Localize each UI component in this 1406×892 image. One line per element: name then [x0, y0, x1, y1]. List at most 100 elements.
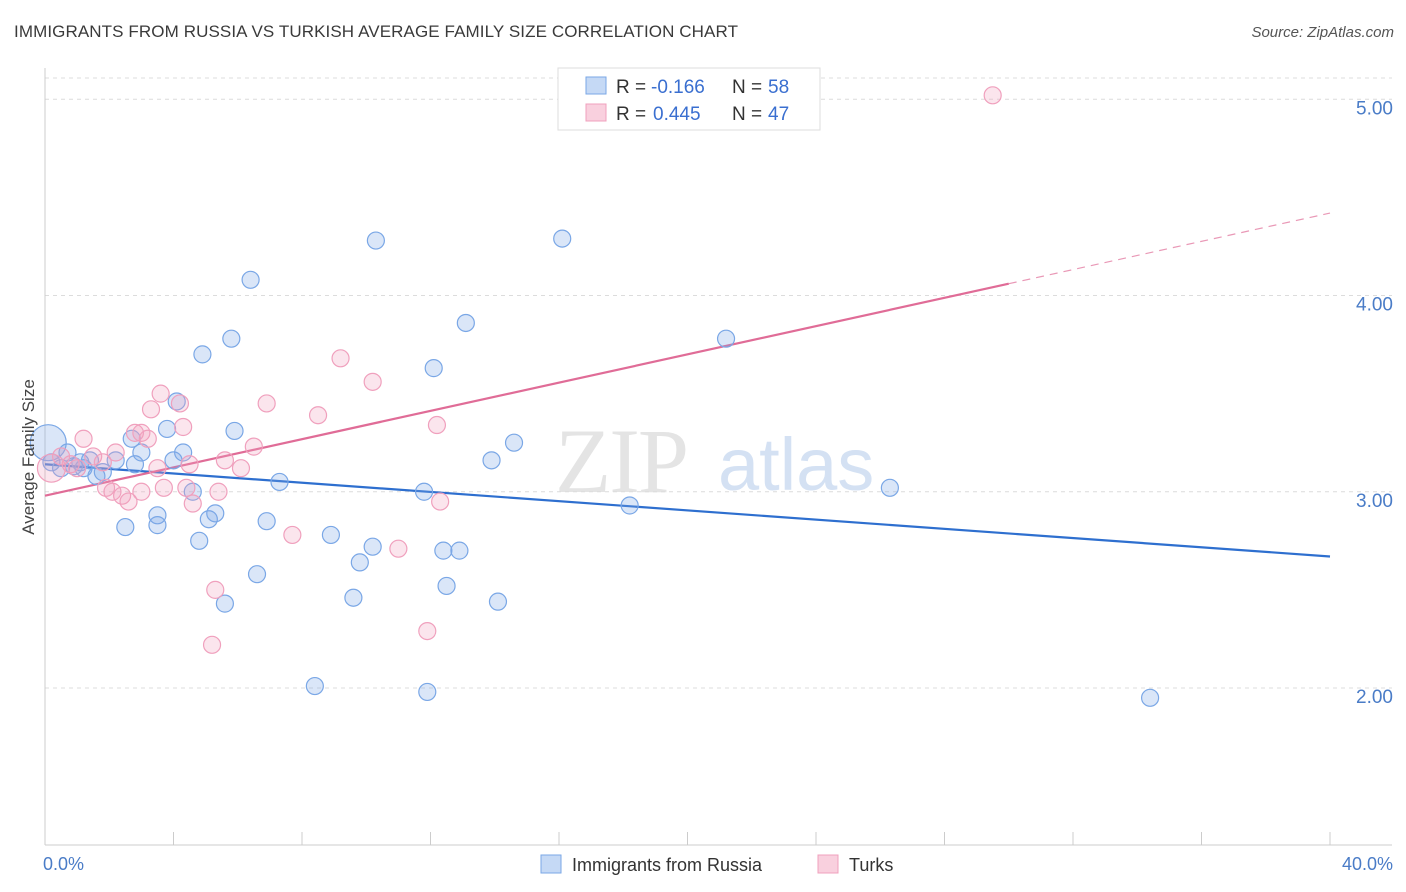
russia-point-26: [215, 594, 234, 613]
russia-point-25: [206, 504, 225, 523]
turks-point-5: [84, 447, 103, 466]
turks-point-4: [74, 429, 93, 448]
russia-point-29: [241, 270, 260, 289]
turks-point-11: [119, 492, 138, 511]
bottom-legend-swatch-turks: [817, 854, 839, 874]
turks-point-3: [68, 459, 87, 478]
russia-point-43: [437, 576, 456, 596]
legend-r-label-1: R =: [616, 77, 646, 98]
russia-point-22: [190, 531, 209, 550]
chart-source: Source: ZipAtlas.com: [1251, 24, 1394, 41]
legend-n-value-1: 58: [768, 77, 789, 98]
russia-point-9: [93, 463, 112, 482]
russia-trend-line: [44, 463, 1331, 558]
russia-point-31: [257, 512, 276, 531]
bottom-legend-label-turks: Turks: [849, 855, 893, 875]
russia-point-37: [363, 537, 382, 556]
russia-point-44: [450, 541, 469, 560]
turks-point-18: [151, 384, 170, 403]
turks-point-24: [183, 494, 202, 513]
turks-point-20: [170, 394, 190, 413]
turks-point-22: [177, 478, 196, 497]
russia-point-53: [1140, 688, 1160, 707]
russia-point-27: [222, 329, 241, 348]
y-tick-label-2: 4.00: [1356, 295, 1393, 316]
russia-point-13: [125, 455, 145, 474]
russia-point-15: [148, 506, 167, 525]
turks-point-21: [174, 417, 193, 437]
turks-trend-line: [44, 282, 1009, 497]
russia-point-30: [247, 565, 267, 584]
turks-point-37: [418, 621, 437, 641]
turks-point-25: [202, 635, 222, 654]
legend-n-value-2: 47: [768, 104, 789, 125]
russia-point-34: [321, 525, 341, 545]
russia-point-19: [167, 392, 186, 411]
turks-point-38: [427, 415, 447, 435]
y-tick-label-0: 2.00: [1356, 687, 1393, 708]
russia-point-23: [193, 345, 212, 364]
turks-point-29: [231, 459, 251, 478]
russia-point-11: [116, 517, 135, 537]
russia-point-38: [366, 231, 385, 250]
y-tick-label-3: 5.00: [1356, 98, 1393, 119]
chart-title: IMMIGRANTS FROM RUSSIA VS TURKISH AVERAG…: [14, 22, 739, 41]
russia-point-45: [456, 313, 475, 333]
legend-n-label-2: N =: [732, 104, 762, 125]
turks-point-34: [331, 349, 350, 368]
russia-point-35: [344, 588, 363, 607]
russia-point-36: [350, 553, 369, 572]
turks-point-15: [138, 429, 157, 448]
russia-point-32: [270, 472, 289, 492]
russia-point-50: [620, 496, 639, 515]
turks-point-30: [244, 437, 263, 456]
legend-r-value-2: 0.445: [653, 104, 701, 125]
legend-swatch-turks: [585, 103, 607, 122]
turks-point-9: [106, 443, 125, 462]
legend-n-label-1: N =: [732, 77, 762, 98]
turks-point-6: [93, 453, 112, 472]
russia-point-42: [434, 541, 453, 560]
turks-point-27: [209, 482, 228, 501]
x-tick-label-1: 40.0%: [1342, 854, 1393, 874]
russia-point-17: [157, 419, 177, 439]
legend-swatch-russia: [585, 76, 607, 95]
russia-point-47: [488, 592, 508, 611]
legend-r-label-2: R =: [616, 104, 646, 125]
russia-point-20: [174, 443, 193, 462]
turks-point-28: [215, 451, 234, 470]
turks-point-35: [363, 372, 382, 391]
trend-lines: [44, 212, 1331, 558]
watermark: ZIP: [555, 410, 687, 512]
turks-point-31: [257, 394, 276, 413]
legend-r-value-1: -0.166: [651, 77, 705, 98]
russia-point-46: [482, 451, 501, 470]
russia-point-40: [418, 682, 437, 702]
russia-point-52: [880, 478, 899, 497]
gridlines: [45, 77, 1392, 689]
x-tick-label-0: 0.0%: [43, 854, 84, 874]
tick-labels: 2.00 3.00 4.00 5.00 0.0% 40.0%: [43, 98, 1393, 874]
russia-point-39: [414, 482, 434, 501]
watermark-atlas: atlas: [718, 423, 874, 506]
turks-point-0: [36, 453, 67, 483]
russia-point-51: [716, 329, 736, 348]
bottom-legend-swatch-russia: [540, 854, 562, 874]
turks-point-26: [206, 580, 225, 599]
turks-point-14: [132, 482, 151, 501]
russia-point-0: [29, 424, 67, 462]
russia-point-41: [424, 359, 443, 378]
russia-point-16: [148, 516, 167, 535]
turks-point-17: [148, 459, 167, 478]
turks-point-16: [141, 400, 161, 419]
turks-point-23: [180, 455, 199, 474]
y-axis-label: Average Family Size: [19, 379, 38, 535]
turks-point-40: [983, 86, 1002, 105]
turks-point-32: [283, 525, 302, 545]
bottom-legend: Immigrants from Russia Turks: [540, 854, 893, 875]
data-points: [29, 86, 1160, 707]
legend-box: R = -0.166 N = 58 R = 0.445 N = 47: [557, 67, 821, 131]
russia-point-48: [504, 433, 524, 452]
turks-point-19: [154, 478, 173, 497]
